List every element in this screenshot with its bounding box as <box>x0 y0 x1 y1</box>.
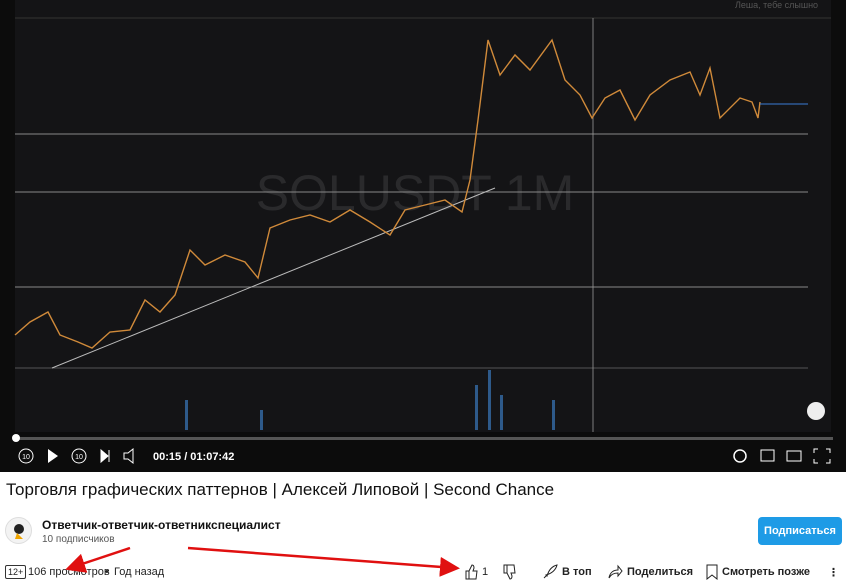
progress-handle[interactable] <box>12 434 20 442</box>
subscriber-count: 10 подписчиков <box>42 534 115 545</box>
theater-button[interactable] <box>786 450 802 462</box>
annotation-arrows <box>65 546 460 577</box>
miniplayer-button[interactable] <box>760 449 775 462</box>
time-display: 00:15 / 01:07:42 <box>153 451 234 463</box>
like-dislike[interactable] <box>464 564 516 580</box>
volume-button[interactable] <box>123 447 134 465</box>
top-button[interactable]: В топ <box>562 566 592 578</box>
top-icon <box>543 564 558 579</box>
separator: • <box>105 566 109 578</box>
skip-forward-button[interactable] <box>71 448 87 464</box>
share-button[interactable]: Поделиться <box>627 566 694 578</box>
skip-back-label: 10 <box>22 454 30 461</box>
channel-logo <box>807 402 825 420</box>
volume-bars <box>185 370 555 430</box>
publish-date: Год назад <box>114 566 165 578</box>
next-button[interactable] <box>100 448 110 464</box>
video-player[interactable]: SOLUSDT 1M Леша, тебе слышно 10 10 00:15… <box>0 0 846 472</box>
age-rating: 12+ <box>5 565 27 579</box>
share-icon <box>608 564 623 579</box>
video-title: Торговля графических паттернов | Алексей… <box>6 480 555 499</box>
skip-forward-label: 10 <box>75 454 83 461</box>
channel-avatar[interactable] <box>5 517 32 544</box>
watermark: SOLUSDT 1M <box>256 165 575 221</box>
overlay-text: Леша, тебе слышно <box>735 0 818 10</box>
chart-frame <box>15 0 831 432</box>
play-button[interactable] <box>48 449 58 463</box>
watch-later-button[interactable]: Смотреть позже <box>722 566 810 578</box>
channel-name[interactable]: Ответчик-ответчик-ответникспециалист <box>42 518 281 532</box>
trend-line <box>51 187 496 369</box>
price-line <box>14 38 761 349</box>
more-button[interactable]: ⋮ <box>828 567 839 579</box>
settings-button[interactable] <box>733 449 747 463</box>
subscribe-button[interactable]: Подписаться <box>758 517 842 545</box>
progress-track[interactable] <box>15 437 833 440</box>
skip-back-button[interactable] <box>18 448 34 464</box>
bookmark-icon <box>706 564 718 580</box>
video-frame: SOLUSDT 1M Леша, тебе слышно 10 10 00:15… <box>12 0 833 465</box>
like-count: 1 <box>482 566 489 578</box>
fullscreen-button[interactable] <box>813 448 831 464</box>
